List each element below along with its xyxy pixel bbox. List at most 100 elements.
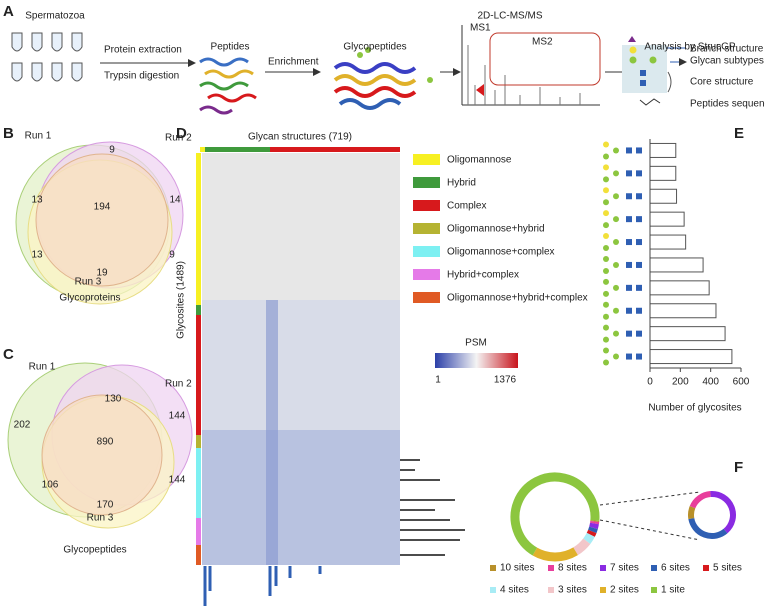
panel-label: D <box>176 125 187 142</box>
region-count: 13 <box>31 250 43 261</box>
glycan-icon <box>603 278 609 285</box>
region-count: 890 <box>97 437 114 448</box>
glycan-icon <box>626 284 632 291</box>
zoom-segment <box>688 506 696 520</box>
glycan-icon <box>613 170 619 177</box>
legend-swatch <box>490 587 496 593</box>
colorbar <box>435 353 518 368</box>
legend-label: Complex <box>447 201 486 212</box>
step-label: Glycopeptides <box>343 42 406 53</box>
x-tick-label: 400 <box>702 377 719 388</box>
legend-swatch <box>413 177 440 188</box>
glycan-icon <box>626 330 632 337</box>
glycan-icon <box>626 216 632 223</box>
legend-swatch <box>600 565 606 571</box>
glycan-icon <box>626 239 632 246</box>
glycan-icon <box>603 347 609 354</box>
legend-swatch <box>413 246 440 257</box>
donut-segment <box>586 529 597 537</box>
glycan-icon <box>636 239 642 246</box>
venn-circle <box>35 153 169 287</box>
glycan-icon <box>613 307 619 314</box>
glycan-icon <box>603 336 609 343</box>
legend-label: Hybrid <box>447 178 476 189</box>
glycan-icon <box>613 239 619 246</box>
glycan-icon <box>603 233 609 240</box>
glycan-icon <box>603 301 609 308</box>
panel-label: A <box>3 3 14 20</box>
legend-swatch <box>651 587 657 593</box>
structure-label: Glycan subtypes <box>690 56 764 67</box>
set-label: Run 2 <box>165 133 192 144</box>
arrow-label: Enrichment <box>268 57 319 68</box>
region-count: 19 <box>96 268 108 279</box>
region-count: 170 <box>97 500 114 511</box>
legend-swatch <box>413 223 440 234</box>
bar <box>649 257 704 273</box>
region-count: 194 <box>94 202 111 213</box>
legend-swatch <box>548 587 554 593</box>
step-label: Spermatozoa <box>25 11 85 22</box>
glycan-icon <box>636 330 642 337</box>
bar <box>649 349 733 365</box>
legend-label: 6 sites <box>661 563 690 574</box>
step-label: 2D-LC-MS/MS <box>477 11 542 22</box>
glycan-icon <box>636 353 642 360</box>
glycan-icon <box>626 147 632 154</box>
workflow <box>11 25 686 115</box>
set-label: Run 1 <box>29 362 56 373</box>
colorbar-title: PSM <box>465 338 487 349</box>
region-count: 9 <box>109 145 115 156</box>
x-axis-label: Glycan structures (719) <box>248 132 352 143</box>
panel-label: F <box>734 459 743 476</box>
region-count: 130 <box>105 394 122 405</box>
region-count: 144 <box>169 475 186 486</box>
legend-label: Oligomannose+hybrid+complex <box>447 293 588 304</box>
tubes <box>11 32 83 82</box>
donut-segment <box>589 522 599 530</box>
zoom-segment <box>689 491 711 509</box>
glycan-icon <box>603 199 609 206</box>
glycan-icon <box>636 261 642 268</box>
glycan-icon <box>603 176 609 183</box>
glycan-icon <box>613 330 619 337</box>
glycan-icon <box>603 153 609 160</box>
glycan-icon <box>603 255 609 262</box>
bar <box>649 211 685 227</box>
donut-segment <box>583 532 595 545</box>
bar <box>649 234 687 250</box>
legend-label: 4 sites <box>500 585 529 596</box>
set-label: Run 3 <box>75 277 102 288</box>
zoom-segment <box>688 517 728 539</box>
set-label: Run 1 <box>25 131 52 142</box>
region-count: 13 <box>31 195 43 206</box>
x-tick-label: 600 <box>733 377 750 388</box>
region-count: 106 <box>42 480 59 491</box>
glycan-icon <box>626 193 632 200</box>
donut-segment <box>510 472 600 556</box>
structure-label: Branch structure <box>690 44 764 55</box>
structure-label: Peptides sequence <box>690 99 765 110</box>
x-tick-label: 0 <box>647 377 653 388</box>
panel-label: B <box>3 125 14 142</box>
x-tick-label: 200 <box>672 377 689 388</box>
glycan-icon <box>603 164 609 171</box>
region-count: 9 <box>169 250 175 261</box>
strucgp-icon <box>622 36 686 106</box>
colorbar-max: 1376 <box>494 375 517 386</box>
arrow-label: Protein extraction <box>104 45 182 56</box>
glycan-icon <box>636 193 642 200</box>
glycan-icon <box>626 261 632 268</box>
legend-label: Hybrid+complex <box>447 270 519 281</box>
donut-segment <box>573 538 591 556</box>
structure-label: Core structure <box>690 77 754 88</box>
colorbar-min: 1 <box>435 375 441 386</box>
donut-segment <box>532 547 578 562</box>
legend-label: Oligomannose <box>447 155 512 166</box>
arrow-label: Trypsin digestion <box>104 71 179 82</box>
region-count: 202 <box>14 420 31 431</box>
legend-swatch <box>413 200 440 211</box>
legend-swatch <box>651 565 657 571</box>
step-label: Peptides <box>211 42 250 53</box>
